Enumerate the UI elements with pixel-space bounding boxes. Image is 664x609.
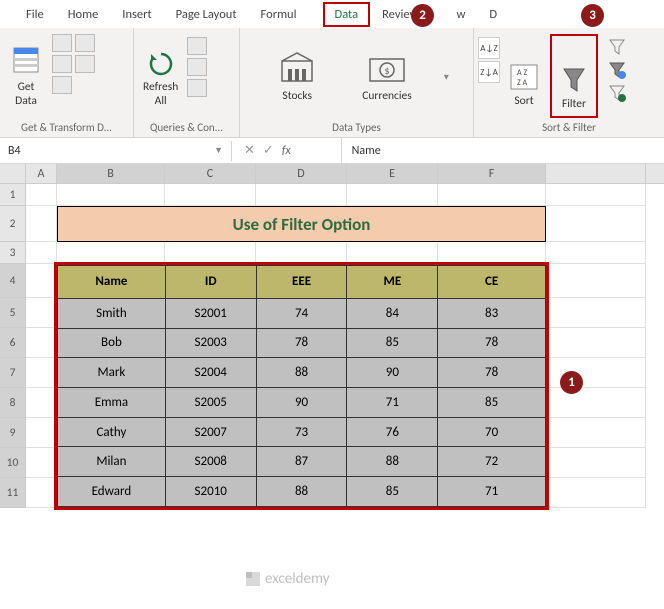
- table-row[interactable]: BobS2003788578: [58, 328, 546, 358]
- row-header[interactable]: 2: [0, 206, 26, 242]
- row-header[interactable]: 10: [0, 448, 26, 478]
- ribbon-tabs: File Home Insert Page Layout Formul Data…: [0, 0, 664, 28]
- tab-file[interactable]: File: [14, 2, 56, 27]
- cancel-icon[interactable]: ✕: [244, 143, 255, 158]
- tab-data[interactable]: Data: [323, 2, 371, 27]
- tab-developer[interactable]: D: [477, 2, 509, 27]
- currencies-button[interactable]: $ Currencies: [350, 48, 424, 106]
- group-data-types: Stocks $ Currencies ▾ Data Types: [240, 28, 474, 137]
- filter-icon: [560, 65, 588, 95]
- properties-icon[interactable]: [187, 58, 207, 76]
- get-transform-small-icons[interactable]: [52, 34, 95, 94]
- callout-badge-3: 3: [581, 4, 604, 27]
- col-header[interactable]: B: [57, 164, 165, 183]
- currencies-icon: $: [366, 51, 408, 87]
- edit-links-icon[interactable]: [187, 79, 207, 97]
- tab-insert[interactable]: Insert: [110, 2, 163, 27]
- filter-button[interactable]: Filter: [553, 37, 595, 115]
- table-header[interactable]: Name: [58, 266, 166, 299]
- stocks-icon: [276, 51, 318, 87]
- chevron-down-icon[interactable]: ▼: [214, 145, 223, 156]
- fx-icon[interactable]: fx: [282, 144, 291, 158]
- select-all-corner[interactable]: [0, 164, 26, 183]
- get-data-icon: [11, 44, 41, 78]
- table-header[interactable]: EEE: [256, 266, 347, 299]
- col-header[interactable]: [546, 164, 646, 183]
- sort-button[interactable]: A ZZ A Sort: [504, 34, 544, 112]
- existing-conn-icon[interactable]: [52, 76, 72, 94]
- table-header[interactable]: ME: [347, 266, 438, 299]
- callout-badge-1: 1: [560, 371, 583, 394]
- from-table-icon[interactable]: [52, 55, 72, 73]
- formula-value[interactable]: Name: [342, 144, 381, 158]
- row-header[interactable]: 5: [0, 298, 26, 328]
- from-web-icon[interactable]: [75, 34, 95, 52]
- name-box-value: B4: [8, 144, 21, 158]
- data-table-selection: Name ID EEE ME CE SmithS2001748483 BobS2…: [54, 262, 549, 510]
- row-header[interactable]: 7: [0, 358, 26, 388]
- formula-bar: B4 ▼ ✕ ✓ fx Name: [0, 138, 664, 164]
- table-header[interactable]: ID: [165, 266, 256, 299]
- refresh-icon: [147, 50, 175, 78]
- sort-az-button[interactable]: A↓Z: [478, 37, 500, 59]
- table-header-row: Name ID EEE ME CE: [58, 266, 546, 299]
- from-text-icon[interactable]: [52, 34, 72, 52]
- col-header[interactable]: D: [256, 164, 347, 183]
- col-header[interactable]: A: [26, 164, 57, 183]
- row-header[interactable]: 4: [0, 264, 26, 298]
- group-queries: Refresh All Queries & Con...: [134, 28, 240, 137]
- enter-icon[interactable]: ✓: [263, 143, 274, 158]
- tab-page-layout[interactable]: Page Layout: [164, 2, 249, 27]
- table-row[interactable]: SmithS2001748483: [58, 298, 546, 328]
- svg-text:$: $: [384, 64, 389, 77]
- group-sort-filter: A↓Z Z↓A A ZZ A Sort Filter Sort & Filter: [474, 28, 664, 137]
- table-row[interactable]: CathyS2007737670: [58, 417, 546, 447]
- group-label: Get & Transform D...: [4, 119, 129, 137]
- group-label: Data Types: [244, 119, 469, 137]
- stocks-button[interactable]: Stocks: [264, 48, 330, 106]
- row-header[interactable]: 3: [0, 242, 26, 264]
- watermark: exceldemy: [245, 570, 329, 588]
- table-header[interactable]: CE: [438, 266, 546, 299]
- svg-text:A Z: A Z: [517, 68, 527, 78]
- refresh-all-button[interactable]: Refresh All: [138, 34, 183, 112]
- column-headers: A B C D E F: [0, 164, 664, 184]
- col-header[interactable]: C: [165, 164, 256, 183]
- sort-icon: A ZZ A: [509, 62, 539, 92]
- row-header[interactable]: 9: [0, 418, 26, 448]
- group-get-transform: Get Data Get & Transform D...: [0, 28, 134, 137]
- table-row[interactable]: MilanS2008878872: [58, 447, 546, 477]
- tab-view[interactable]: w: [454, 2, 477, 27]
- callout-badge-2: 2: [411, 4, 434, 27]
- row-header[interactable]: 11: [0, 478, 26, 508]
- row-header[interactable]: 1: [0, 184, 26, 206]
- get-data-button[interactable]: Get Data: [4, 34, 48, 112]
- queries-icon[interactable]: [187, 37, 207, 55]
- sort-za-button[interactable]: Z↓A: [478, 61, 500, 83]
- table-row[interactable]: EmmaS2005907185: [58, 388, 546, 418]
- tab-home[interactable]: Home: [56, 2, 111, 27]
- advanced-icon[interactable]: [607, 83, 627, 103]
- reapply-icon[interactable]: [607, 60, 627, 80]
- col-header[interactable]: E: [347, 164, 438, 183]
- spreadsheet-grid: A B C D E F 1 2 3 4 5 6 7 8 9 10 11 Use …: [0, 164, 664, 508]
- group-label: Sort & Filter: [478, 119, 660, 137]
- ribbon: Get Data Get & Transform D... Refresh Al…: [0, 28, 664, 138]
- name-box[interactable]: B4 ▼: [0, 141, 232, 161]
- table-row[interactable]: MarkS2004889078: [58, 358, 546, 388]
- sheet-title: Use of Filter Option: [57, 206, 546, 242]
- col-header[interactable]: F: [438, 164, 546, 183]
- row-header[interactable]: 6: [0, 328, 26, 358]
- data-table[interactable]: Name ID EEE ME CE SmithS2001748483 BobS2…: [57, 265, 546, 507]
- table-row[interactable]: EdwardS2010888571: [58, 477, 546, 507]
- clear-filter-icon[interactable]: [607, 37, 627, 57]
- svg-text:Z A: Z A: [517, 78, 528, 88]
- group-label: Queries & Con...: [138, 119, 235, 137]
- recent-sources-icon[interactable]: [75, 55, 95, 73]
- tab-formulas[interactable]: Formul: [249, 2, 299, 27]
- row-header[interactable]: 8: [0, 388, 26, 418]
